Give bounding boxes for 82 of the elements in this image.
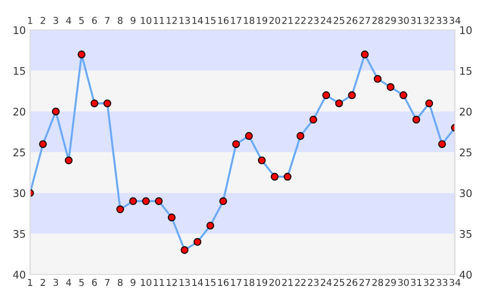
x-tick-label: 16 xyxy=(218,278,229,286)
x2-tick-label: 18 xyxy=(244,16,254,24)
x2-tick-label: 19 xyxy=(256,16,268,24)
x2-tick-label: 5 xyxy=(79,16,84,24)
x2-tick-label: 9 xyxy=(130,16,136,24)
x-tick-label: 31 xyxy=(411,278,422,286)
x2-tick-label: 7 xyxy=(105,16,110,24)
y-tick-label: 25 xyxy=(13,148,25,156)
x-tick-label: 19 xyxy=(256,278,268,286)
x-tick-label: 20 xyxy=(269,278,280,286)
x-tick-label: 27 xyxy=(359,278,370,286)
x-tick-label: 28 xyxy=(372,278,384,286)
x-tick-label: 12 xyxy=(166,278,177,286)
x2-tick-label: 30 xyxy=(398,16,409,24)
x2-tick-label: 3 xyxy=(54,16,58,24)
x-tick-label: 10 xyxy=(140,278,152,286)
x2-tick-label: 17 xyxy=(231,16,242,24)
x-tick-label: 22 xyxy=(295,278,306,286)
x-tick-label: 3 xyxy=(54,278,58,286)
x-tick-label: 24 xyxy=(320,278,332,286)
x2-tick-label: 27 xyxy=(359,16,370,24)
x2-tick-label: 6 xyxy=(92,16,97,24)
x-tick-label: 29 xyxy=(385,278,396,286)
x2-tick-label: 14 xyxy=(192,16,203,24)
x2-tick-label: 23 xyxy=(308,16,319,24)
x-tick-label: 30 xyxy=(398,278,409,286)
x-tick-label: 17 xyxy=(231,278,242,286)
x2-tick-label: 8 xyxy=(118,16,123,24)
x2-tick-label: 20 xyxy=(269,16,280,24)
x-tick-label: 15 xyxy=(205,278,216,286)
x-tick-label: 11 xyxy=(154,278,164,286)
y2-tick-label: 20 xyxy=(460,108,472,116)
y-tick-label: 40 xyxy=(13,270,26,279)
x2-tick-label: 29 xyxy=(385,16,396,24)
y-tick-label: 30 xyxy=(13,189,26,198)
x-tick-label: 23 xyxy=(308,278,319,286)
x2-tick-label: 25 xyxy=(334,16,344,24)
x-tick-label: 1 xyxy=(28,278,32,286)
x-tick-label: 9 xyxy=(130,278,136,286)
y-tick-label: 10 xyxy=(14,26,26,34)
x2-tick-label: 22 xyxy=(295,16,306,24)
x2-tick-label: 26 xyxy=(346,16,358,24)
x-tick-label: 21 xyxy=(282,278,293,286)
y-tick-label: 15 xyxy=(14,67,25,75)
x2-tick-label: 11 xyxy=(154,16,164,24)
x-tick-label: 32 xyxy=(424,278,434,286)
y-tick-label: 20 xyxy=(13,108,26,116)
y2-tick-label: 15 xyxy=(460,67,472,75)
x2-tick-label: 4 xyxy=(66,16,72,24)
x-tick-label: 26 xyxy=(346,278,358,286)
x-tick-label: 25 xyxy=(334,278,344,286)
x2-tick-label: 24 xyxy=(320,16,332,24)
x2-tick-label: 16 xyxy=(218,16,229,24)
x2-tick-label: 31 xyxy=(411,16,422,24)
x-tick-label: 8 xyxy=(118,278,123,286)
y2-tick-label: 10 xyxy=(460,26,472,34)
y2-tick-label: 40 xyxy=(460,270,472,279)
y2-tick-label: 25 xyxy=(460,148,472,156)
x2-tick-label: 28 xyxy=(372,16,384,24)
x2-tick-label: 12 xyxy=(166,16,177,24)
x2-tick-label: 1 xyxy=(28,16,32,24)
x-tick-label: 18 xyxy=(244,278,254,286)
x2-tick-label: 33 xyxy=(436,16,448,24)
x2-tick-label: 10 xyxy=(140,16,152,24)
x-tick-label: 33 xyxy=(436,278,448,286)
x-tick-label: 34 xyxy=(450,278,460,286)
y2-tick-label: 30 xyxy=(460,189,472,198)
y2-tick-label: 35 xyxy=(460,230,472,238)
y-tick-label: 35 xyxy=(13,230,25,238)
x2-tick-label: 15 xyxy=(205,16,216,24)
x-tick-label: 6 xyxy=(92,278,97,286)
x-tick-label: 5 xyxy=(79,278,84,286)
x-tick-label: 13 xyxy=(180,278,190,286)
x-tick-label: 7 xyxy=(105,278,110,286)
x2-tick-label: 32 xyxy=(424,16,434,24)
x-tick-label: 14 xyxy=(192,278,203,286)
x2-tick-label: 21 xyxy=(282,16,293,24)
x2-tick-label: 34 xyxy=(450,16,460,24)
x2-tick-label: 13 xyxy=(180,16,190,24)
x2-tick-label: 2 xyxy=(40,16,46,24)
x-tick-label: 2 xyxy=(40,278,46,286)
x-tick-label: 4 xyxy=(66,278,72,286)
